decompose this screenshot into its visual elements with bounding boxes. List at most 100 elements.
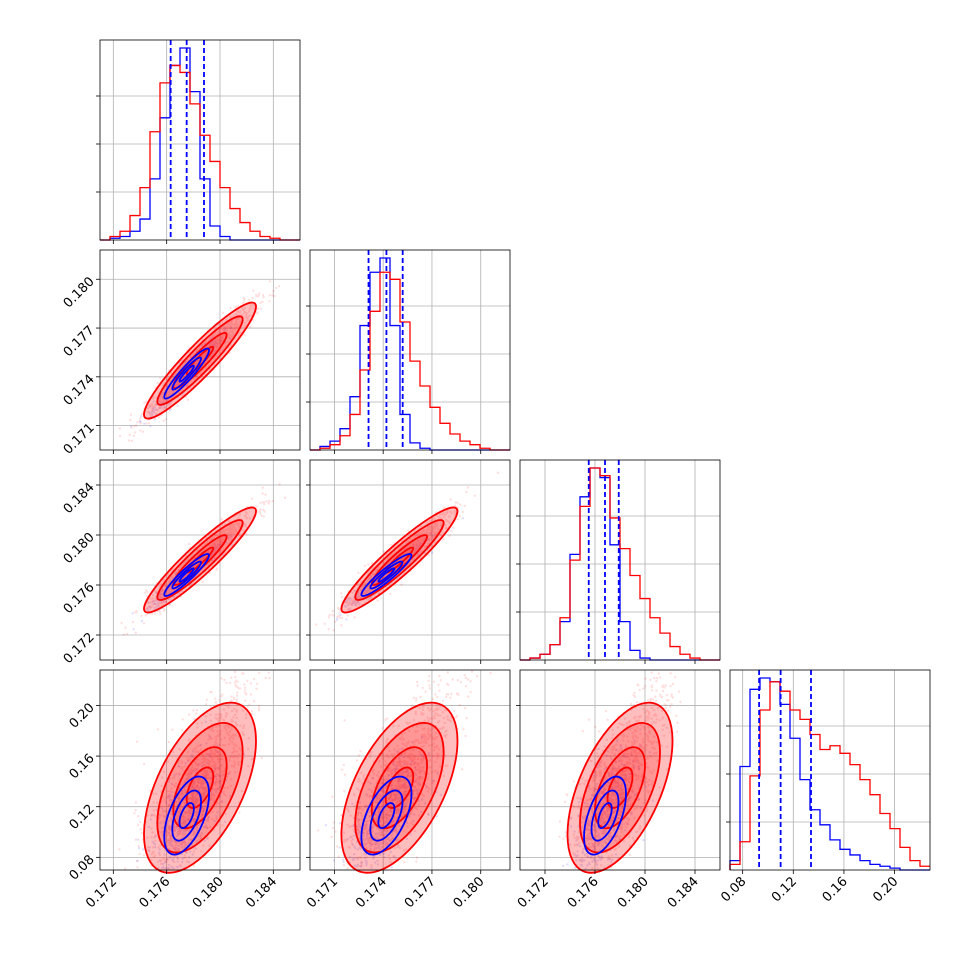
scatter-point [461,517,465,520]
scatter-point [265,500,268,503]
scatter-point [168,389,172,392]
scatter-point [144,614,147,617]
scatter-point [456,518,459,521]
scatter-point [161,395,164,399]
panel-3-0 [96,669,301,874]
scatter-point [213,340,217,343]
scatter-point [315,623,318,626]
scatter-point [268,294,272,297]
scatter-point [212,342,215,345]
scatter-point [189,354,193,358]
scatter-point [259,508,262,511]
scatter-point [256,312,259,315]
scatter-point [153,406,156,409]
scatter-point [264,493,267,496]
scatter-point [201,580,204,583]
scatter-point [118,434,122,438]
scatter-point [263,510,266,513]
scatter-point [340,595,344,599]
scatter-point [251,297,254,300]
scatter-point [157,416,161,419]
scatter-point [262,515,265,518]
histogram-red [100,64,300,241]
scatter-point [323,622,326,625]
scatter-point [138,417,142,420]
scatter-point [200,344,203,347]
scatter-point [243,300,246,303]
scatter-point [204,352,207,356]
scatter-point [139,415,143,418]
scatter-point [133,431,137,434]
scatter-point [336,606,340,610]
scatter-point [201,354,204,357]
scatter-point [201,354,204,357]
scatter-point [209,342,212,345]
scatter-point [168,390,171,394]
scatter-point [331,609,335,613]
scatter-point [143,591,146,594]
scatter-point [221,336,224,339]
scatter-point [259,307,262,310]
scatter-point [209,355,212,359]
scatter-point [236,305,239,308]
scatter-point [268,280,272,283]
scatter-point [327,627,331,631]
scatter-point [268,300,271,303]
scatter-point [139,420,142,423]
scatter-point [129,418,132,422]
scatter-point [283,496,287,499]
scatter-point [271,500,274,503]
scatter-point [275,286,278,290]
scatter-point [148,422,151,425]
scatter-point [338,616,341,619]
scatter-point [186,398,189,401]
scatter-point [127,439,131,442]
scatter-point [129,425,133,428]
scatter-point [255,294,258,298]
scatter-point [252,289,255,292]
scatter-point [204,351,208,354]
scatter-point [161,392,164,395]
scatter-point [473,494,476,497]
scatter-point [140,614,143,618]
scatter-point [201,357,205,360]
scatter-point [167,393,171,396]
scatter-point [159,612,162,615]
scatter-point [176,380,179,384]
scatter-point [153,408,156,411]
scatter-point [169,391,172,394]
scatter-point [131,612,134,615]
scatter-point [327,616,331,619]
scatter-point [152,407,156,410]
scatter-point [210,341,213,344]
scatter-point [162,419,165,422]
panel-2-1 [306,459,511,664]
scatter-point [143,422,146,425]
scatter-point [259,512,262,515]
scatter-point [340,616,344,620]
scatter-point [159,402,162,405]
scatter-point [122,633,126,636]
scatter-point [132,434,136,438]
scatter-point [161,396,164,399]
scatter-point [367,563,370,566]
scatter-point [443,506,446,509]
scatter-point [260,514,263,517]
scatter-point [141,430,145,433]
scatter-point [152,400,155,403]
scatter-point [203,354,207,357]
scatter-point [134,631,137,634]
scatter-point [197,359,200,363]
scatter-point [145,422,148,425]
scatter-point [338,611,341,614]
panel-1-0 [96,249,301,454]
scatter-point [336,615,339,618]
scatter-point [400,583,403,586]
scatter-point [169,392,173,395]
scatter-point [219,339,222,342]
scatter-point [245,533,248,536]
scatter-point [195,360,198,364]
scatter-point [168,391,171,395]
scatter-point [149,425,152,428]
scatter-point [452,526,455,529]
